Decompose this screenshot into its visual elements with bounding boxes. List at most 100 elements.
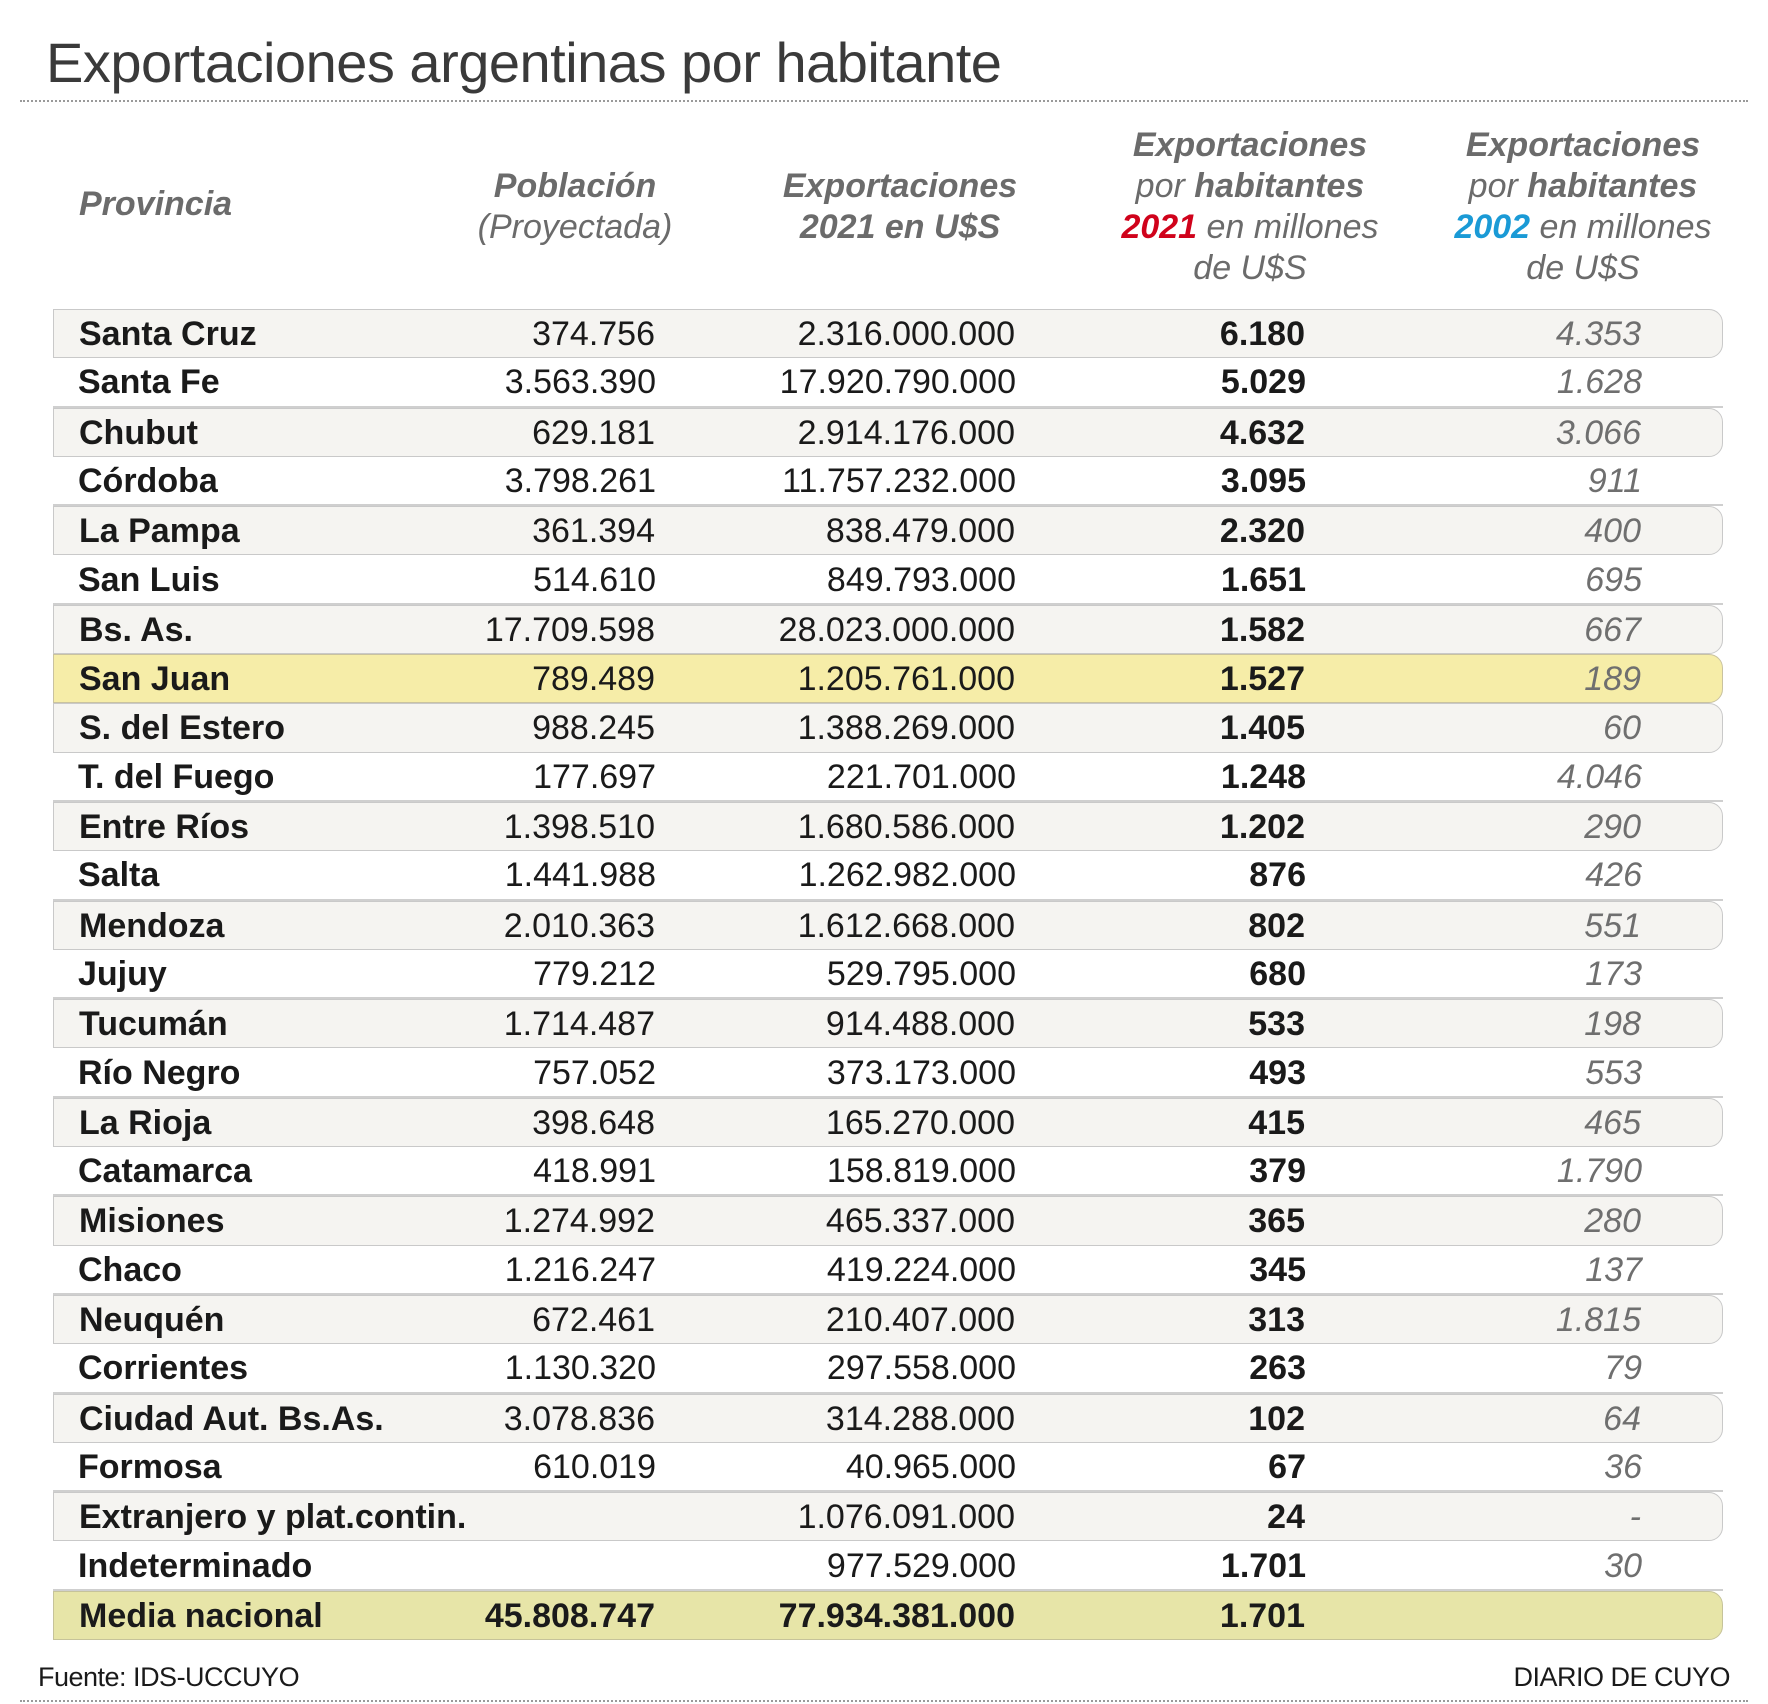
cell-provincia: Mendoza [79, 906, 225, 945]
cell-per-capita-2002: 1.815 [1555, 1301, 1641, 1339]
header-2021-year: 2021 [1121, 208, 1198, 246]
cell-poblacion: 1.714.487 [503, 1005, 655, 1044]
cell-per-capita-2021: 24 [1267, 1498, 1305, 1537]
cell-per-capita-2021: 533 [1248, 1005, 1305, 1044]
cell-exportaciones: 28.023.000.000 [778, 610, 1015, 649]
cell-poblacion: 17.709.598 [484, 610, 655, 649]
cell-provincia: S. del Estero [79, 709, 285, 748]
cell-provincia: Salta [78, 856, 160, 895]
header-2002-por: por [1468, 167, 1518, 205]
cell-exportaciones: 1.262.982.000 [798, 856, 1016, 895]
table-row: Neuquén 672.461 210.407.000 313 1.815 [53, 1295, 1723, 1345]
cell-provincia: Jujuy [78, 954, 167, 993]
cell-per-capita-2021: 876 [1249, 856, 1306, 895]
header-2002-l1: Exportaciones [1465, 126, 1701, 164]
cell-per-capita-2021: 3.095 [1220, 461, 1306, 500]
cell-per-capita-2021: 313 [1248, 1301, 1305, 1339]
cell-provincia: Media nacional [79, 1596, 323, 1635]
table-row: Mendoza 2.010.363 1.612.668.000 802 551 [53, 900, 1723, 950]
cell-exportaciones: 529.795.000 [826, 954, 1016, 993]
cell-per-capita-2002: 911 [1587, 461, 1642, 500]
cell-per-capita-2021: 365 [1248, 1202, 1305, 1241]
cell-exportaciones: 158.819.000 [826, 1152, 1016, 1191]
cell-per-capita-2021: 6.180 [1219, 315, 1305, 353]
cell-per-capita-2002: 551 [1584, 906, 1641, 945]
cell-poblacion: 3.078.836 [503, 1399, 655, 1438]
cell-provincia: Indeterminado [78, 1546, 313, 1585]
cell-exportaciones: 849.793.000 [826, 560, 1016, 599]
cell-per-capita-2002: 60 [1603, 709, 1641, 748]
header-2021-por: por [1135, 167, 1185, 205]
cell-per-capita-2002: 4.046 [1556, 757, 1642, 796]
header-2021-en: en millones [1206, 208, 1379, 246]
table-row: La Rioja 398.648 165.270.000 415 465 [53, 1097, 1723, 1148]
cell-per-capita-2021: 1.701 [1220, 1546, 1306, 1585]
table-row: Salta 1.441.988 1.262.982.000 876 426 [53, 851, 1723, 901]
cell-exportaciones: 1.076.091.000 [797, 1498, 1015, 1537]
cell-provincia: Neuquén [79, 1301, 225, 1339]
cell-exportaciones: 221.701.000 [826, 757, 1016, 796]
cell-exportaciones: 297.558.000 [826, 1349, 1016, 1388]
cell-provincia: La Rioja [79, 1103, 212, 1142]
cell-poblacion: 361.394 [532, 512, 655, 551]
cell-per-capita-2021: 2.320 [1219, 512, 1305, 551]
cell-exportaciones: 165.270.000 [825, 1103, 1015, 1142]
cell-per-capita-2002: 1.628 [1556, 363, 1642, 402]
table-row: T. del Fuego 177.697 221.701.000 1.248 4.046 [53, 753, 1723, 802]
cell-provincia: Formosa [78, 1447, 222, 1486]
cell-exportaciones: 373.173.000 [826, 1053, 1016, 1092]
cell-exportaciones: 40.965.000 [845, 1447, 1016, 1486]
cell-poblacion: 988.245 [532, 709, 655, 748]
header-provincia: Provincia [79, 184, 232, 225]
cell-provincia: Catamarca [78, 1152, 252, 1191]
cell-poblacion: 177.697 [533, 757, 656, 796]
cell-poblacion: 672.461 [532, 1301, 655, 1339]
table-row: Catamarca 418.991 158.819.000 379 1.790 [53, 1147, 1723, 1197]
cell-exportaciones: 1.388.269.000 [797, 709, 1015, 748]
cell-per-capita-2002: 189 [1584, 660, 1641, 699]
total-row: Media nacional 45.808.747 77.934.381.000 1.… [53, 1590, 1723, 1641]
cell-per-capita-2002: 553 [1585, 1053, 1642, 1092]
cell-per-capita-2021: 1.701 [1219, 1596, 1305, 1635]
header-per-capita-2021: Exportaciones por habitantes 2021 en mil… [1110, 125, 1390, 289]
header-2002-de: de U$S [1526, 249, 1640, 287]
table-row: Ciudad Aut. Bs.As. 3.078.836 314.288.000 10… [53, 1393, 1723, 1443]
cell-per-capita-2021: 4.632 [1219, 413, 1305, 452]
cell-per-capita-2002: 173 [1585, 954, 1642, 993]
cell-per-capita-2021: 802 [1248, 906, 1305, 945]
cell-poblacion: 629.181 [532, 413, 655, 452]
cell-exportaciones: 11.757.232.000 [782, 461, 1016, 500]
cell-per-capita-2002: 64 [1603, 1399, 1641, 1438]
cell-per-capita-2021: 1.405 [1219, 709, 1305, 748]
cell-exportaciones: 419.224.000 [826, 1250, 1016, 1289]
table-row: Extranjero y plat.contin. 1.076.091.000 24… [53, 1492, 1723, 1542]
page-title: Exportaciones argentinas por habitante [46, 31, 1002, 94]
header-2021-hab: habitantes [1194, 167, 1365, 205]
cell-poblacion: 2.010.363 [503, 906, 655, 945]
cell-exportaciones: 77.934.381.000 [778, 1596, 1015, 1635]
cell-per-capita-2002: - [1629, 1498, 1641, 1537]
cell-exportaciones: 914.488.000 [825, 1005, 1015, 1044]
cell-provincia: Chubut [79, 413, 198, 452]
cell-poblacion: 374.756 [532, 315, 655, 353]
table-row: San Juan 789.489 1.205.761.000 1.527 189 [53, 654, 1723, 704]
header-poblacion: Población (Proyectada) [460, 166, 690, 248]
cell-poblacion: 1.398.510 [503, 808, 655, 846]
cell-per-capita-2002: 1.790 [1556, 1152, 1642, 1191]
cell-per-capita-2021: 5.029 [1220, 363, 1306, 402]
cell-exportaciones: 1.680.586.000 [797, 808, 1015, 846]
cell-poblacion: 514.610 [533, 560, 656, 599]
table-row: Córdoba 3.798.261 11.757.232.000 3.095 911 [53, 457, 1723, 507]
header-2002-year: 2002 [1454, 208, 1531, 246]
cell-poblacion: 779.212 [533, 954, 656, 993]
cell-provincia: Ciudad Aut. Bs.As. [79, 1399, 384, 1438]
cell-poblacion: 789.489 [532, 660, 655, 699]
cell-exportaciones: 17.920.790.000 [779, 363, 1016, 402]
cell-per-capita-2021: 1.582 [1219, 610, 1305, 649]
table-row: Formosa 610.019 40.965.000 67 36 [53, 1443, 1723, 1493]
table-row: Corrientes 1.130.320 297.558.000 263 79 [53, 1344, 1723, 1394]
cell-provincia: San Luis [78, 560, 220, 599]
cell-poblacion: 418.991 [533, 1152, 656, 1191]
cell-per-capita-2002: 465 [1584, 1103, 1641, 1142]
header-2002-hab: habitantes [1527, 167, 1698, 205]
